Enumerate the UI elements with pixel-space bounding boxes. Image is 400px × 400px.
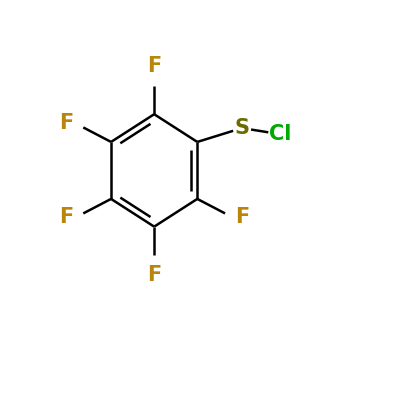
Text: S: S bbox=[234, 118, 250, 138]
Text: F: F bbox=[59, 114, 73, 134]
Text: Cl: Cl bbox=[269, 124, 292, 144]
Text: F: F bbox=[147, 265, 161, 285]
Text: F: F bbox=[147, 56, 161, 76]
Text: F: F bbox=[235, 207, 249, 227]
Text: F: F bbox=[59, 207, 73, 227]
